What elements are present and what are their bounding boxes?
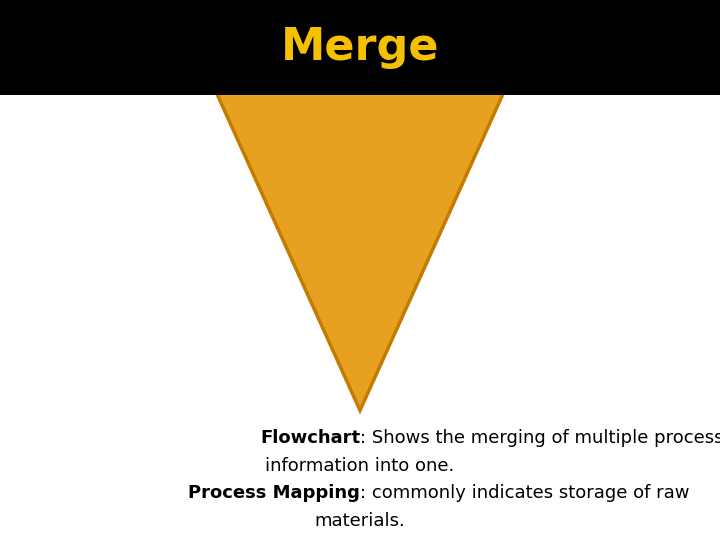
Polygon shape bbox=[216, 92, 504, 410]
Text: Flowchart: Flowchart bbox=[260, 429, 360, 447]
Bar bbox=[0, 0, 720, 94]
Text: : Shows the merging of multiple processes or: : Shows the merging of multiple processe… bbox=[360, 429, 720, 447]
Text: information into one.: information into one. bbox=[266, 457, 454, 475]
Text: materials.: materials. bbox=[315, 512, 405, 530]
Text: : commonly indicates storage of raw: : commonly indicates storage of raw bbox=[360, 484, 690, 502]
Text: Merge: Merge bbox=[281, 26, 439, 69]
Text: Process Mapping: Process Mapping bbox=[188, 484, 360, 502]
